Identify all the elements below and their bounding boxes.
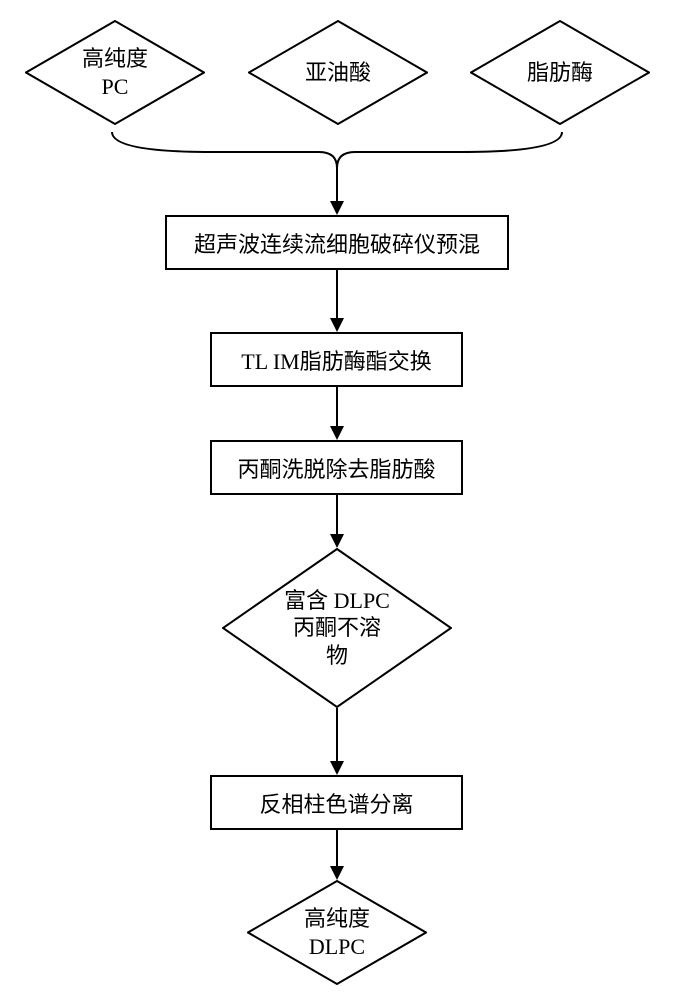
edge-line (336, 270, 338, 320)
arrowhead-icon (330, 201, 344, 215)
arrowhead-icon (330, 534, 344, 548)
node-label: 脂肪酶 (470, 20, 650, 125)
arrowhead-icon (330, 318, 344, 332)
edge-line (336, 168, 338, 203)
node-label: 富含 DLPC 丙酮不溶 物 (222, 548, 452, 708)
node-label: 反相柱色谱分离 (259, 787, 413, 819)
node-d1: 富含 DLPC 丙酮不溶 物 (222, 548, 452, 708)
node-in2: 亚油酸 (248, 20, 428, 125)
flowchart-canvas: 高纯度 PC 亚油酸脂肪酶超声波连续流细胞破碎仪预混 TL IM脂肪酶酯交换丙酮洗脱… (0, 0, 673, 1000)
node-label: 高纯度 PC (25, 20, 205, 125)
node-label: TL IM脂肪酶酯交换 (241, 344, 431, 376)
edge-line (336, 387, 338, 428)
node-label: 超声波连续流细胞破碎仪预混 (194, 227, 480, 259)
node-label: 高纯度 DLPC (247, 880, 427, 985)
node-p3: 丙酮洗脱除去脂肪酸 (210, 440, 463, 495)
edge-line (336, 830, 338, 868)
arrowhead-icon (330, 426, 344, 440)
arrowhead-icon (330, 866, 344, 880)
node-label: 丙酮洗脱除去脂肪酸 (237, 452, 435, 484)
merge-brace (110, 130, 564, 170)
node-p2: TL IM脂肪酶酯交换 (210, 332, 463, 387)
node-in1: 高纯度 PC (25, 20, 205, 125)
node-d2: 高纯度 DLPC (247, 880, 427, 985)
edge-line (336, 708, 338, 763)
node-in3: 脂肪酶 (470, 20, 650, 125)
node-label: 亚油酸 (248, 20, 428, 125)
arrowhead-icon (330, 761, 344, 775)
node-p1: 超声波连续流细胞破碎仪预混 (165, 215, 509, 270)
edge-line (336, 495, 338, 536)
node-p4: 反相柱色谱分离 (210, 775, 463, 830)
